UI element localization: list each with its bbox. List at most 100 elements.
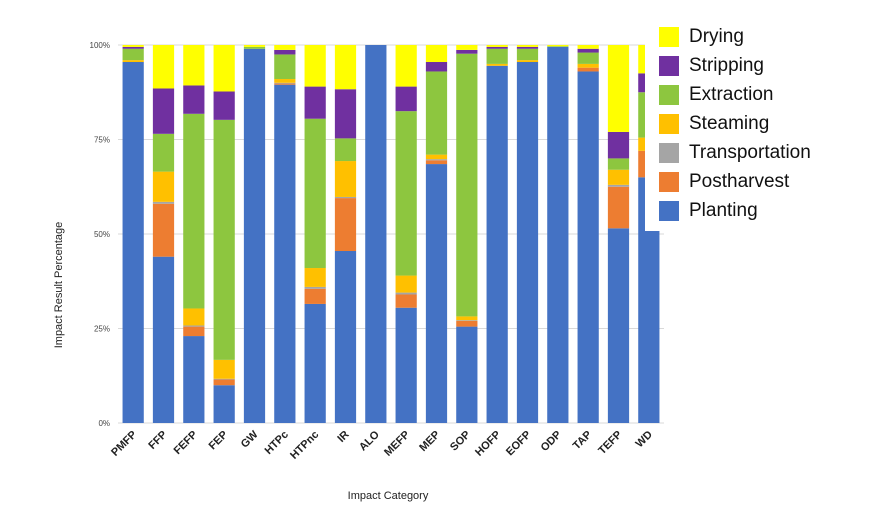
bar-segment-drying-pmfp xyxy=(122,45,144,47)
y-axis-ticks: 0% 25% 50% 75% 100% xyxy=(90,41,110,428)
y-tick-label: 100% xyxy=(90,41,110,50)
bar-segment-planting-mep xyxy=(425,164,448,423)
x-tick-label: EOFP xyxy=(504,429,534,459)
bar-segment-extraction-tefp xyxy=(607,158,630,170)
bar-segment-extraction-hofp xyxy=(486,48,508,64)
legend-item-extraction: Extraction xyxy=(659,80,873,109)
bar-segment-drying-odp xyxy=(547,45,569,47)
x-tick-label: SOP xyxy=(448,429,473,454)
bar-segment-transportation-mep xyxy=(425,159,448,161)
bar-segment-extraction-mefp xyxy=(395,111,417,276)
bar-segment-planting-tap xyxy=(577,71,599,424)
legend-swatch xyxy=(659,113,679,134)
x-tick-label: HOFP xyxy=(473,429,503,459)
bar-segment-extraction-sop xyxy=(456,53,478,317)
bar-segment-drying-hofp xyxy=(486,45,508,47)
x-tick-label: FEP xyxy=(207,429,231,453)
bar-segment-stripping-hofp xyxy=(486,46,508,49)
bar-segment-stripping-htpc xyxy=(274,49,296,55)
bar-segment-postharvest-htpnc xyxy=(304,288,326,304)
bar-segment-transportation-fep xyxy=(213,378,235,380)
x-tick-label: TAP xyxy=(571,429,594,452)
bar-segment-planting-fep xyxy=(213,385,235,423)
bar-segment-stripping-tap xyxy=(577,48,599,53)
bar-segment-planting-htpnc xyxy=(304,303,326,423)
bar-segment-extraction-odp xyxy=(547,46,569,47)
bar-segment-steaming-eofp xyxy=(516,60,539,63)
x-tick-label: PMFP xyxy=(109,429,139,459)
bar-segment-postharvest-mefp xyxy=(395,294,417,308)
bar-segment-steaming-htpc xyxy=(274,79,296,83)
bar-segment-planting-ffp xyxy=(152,256,175,423)
legend-swatch xyxy=(659,84,679,105)
bar-segment-extraction-fefp xyxy=(183,113,205,309)
bar-segment-stripping-ffp xyxy=(152,88,175,134)
bar-segment-planting-sop xyxy=(456,326,478,423)
bar-segment-stripping-fep xyxy=(213,91,235,120)
bar-segment-postharvest-htpc xyxy=(274,83,296,85)
bar-segment-drying-ir xyxy=(334,45,357,90)
legend-item-stripping: Stripping xyxy=(659,51,873,80)
bar-segment-extraction-ir xyxy=(334,138,357,162)
bar-segment-postharvest-fefp xyxy=(183,326,205,337)
y-tick-label: 25% xyxy=(94,325,110,334)
bar-segment-stripping-fefp xyxy=(183,85,205,114)
bar-segment-steaming-ir xyxy=(334,161,357,197)
bar-segment-stripping-mefp xyxy=(395,86,417,112)
legend-item-transportation: Transportation xyxy=(659,138,873,167)
legend-label: Planting xyxy=(689,199,758,221)
bar-segment-stripping-pmfp xyxy=(122,46,144,49)
bar-segment-steaming-hofp xyxy=(486,63,508,66)
x-tick-label: ALO xyxy=(357,428,382,453)
bar-segment-drying-ffp xyxy=(152,45,175,89)
bar-segment-drying-mefp xyxy=(395,45,417,87)
legend-swatch xyxy=(659,55,679,76)
bar-segment-steaming-sop xyxy=(456,316,478,321)
bar-segment-extraction-pmfp xyxy=(122,48,144,61)
bar-segment-stripping-ir xyxy=(334,89,357,139)
bar-segment-transportation-mefp xyxy=(395,292,417,295)
gridlines xyxy=(118,44,664,424)
x-tick-label: TEFP xyxy=(596,429,624,457)
legend-swatch xyxy=(659,171,679,192)
bar-segment-steaming-mep xyxy=(425,154,448,160)
bar-segment-planting-odp xyxy=(547,46,569,423)
legend-item-drying: Drying xyxy=(659,22,873,51)
bar-segment-stripping-mep xyxy=(425,62,448,72)
legend-item-steaming: Steaming xyxy=(659,109,873,138)
bar-segment-planting-eofp xyxy=(516,62,539,423)
bars xyxy=(122,45,660,424)
x-tick-label: MEP xyxy=(417,429,442,454)
bar-segment-drying-htpnc xyxy=(304,45,326,87)
bar-segment-extraction-tap xyxy=(577,52,599,64)
bar-segment-stripping-tefp xyxy=(607,131,630,159)
y-tick-label: 75% xyxy=(94,136,110,145)
legend-label: Drying xyxy=(689,25,744,47)
bar-segment-steaming-htpnc xyxy=(304,268,326,287)
legend-label: Postharvest xyxy=(689,170,790,192)
x-tick-label: FFP xyxy=(146,429,169,452)
bar-segment-planting-htpc xyxy=(274,84,296,423)
bar-segment-stripping-htpnc xyxy=(304,86,326,119)
bar-segment-postharvest-fep xyxy=(213,379,235,386)
bar-segment-planting-ir xyxy=(334,251,357,423)
x-tick-label: MEFP xyxy=(382,429,412,459)
bar-segment-transportation-htpnc xyxy=(304,286,326,289)
bar-segment-planting-pmfp xyxy=(122,62,144,423)
bar-segment-transportation-sop xyxy=(456,320,478,321)
bar-segment-postharvest-sop xyxy=(456,320,478,327)
x-tick-label: GW xyxy=(239,428,261,450)
bar-segment-drying-mep xyxy=(425,45,448,63)
y-tick-label: 0% xyxy=(98,419,110,428)
y-axis-title: Impact Result Percentage xyxy=(53,222,65,349)
bar-segment-steaming-tap xyxy=(577,63,599,68)
bar-segment-extraction-ffp xyxy=(152,133,175,172)
x-tick-label: HTPc xyxy=(263,429,291,457)
bar-segment-drying-tefp xyxy=(607,45,630,132)
bar-segment-postharvest-mep xyxy=(425,160,448,165)
bar-segment-transportation-fefp xyxy=(183,325,205,327)
bar-segment-stripping-eofp xyxy=(516,46,539,49)
bar-segment-extraction-htpc xyxy=(274,54,296,80)
bar-segment-drying-fep xyxy=(213,45,235,92)
